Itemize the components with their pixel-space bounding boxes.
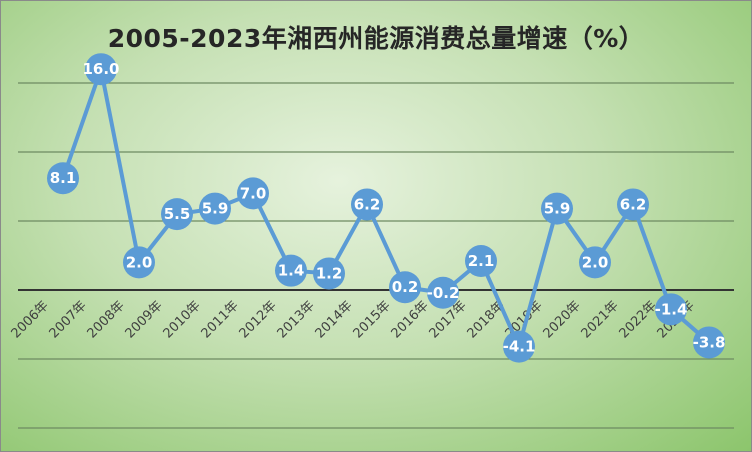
data-point [275, 254, 307, 287]
data-point [655, 293, 687, 326]
x-tick-label: 2016年 [389, 298, 432, 341]
data-point [389, 271, 421, 304]
data-label: 0.2 [392, 278, 419, 296]
data-label: -3.8 [693, 333, 726, 351]
data-label: 5.9 [544, 200, 571, 218]
x-tick-label: 2020年 [541, 298, 584, 341]
data-label: 6.2 [620, 195, 647, 213]
x-tick-label: 2011年 [199, 298, 242, 341]
data-point [351, 188, 383, 221]
x-tick-label: 2022年 [617, 298, 660, 341]
data-point [579, 246, 611, 279]
data-label: 5.9 [202, 200, 229, 218]
x-tick-label: 2007年 [47, 298, 90, 341]
x-tick-label: 2021年 [579, 298, 622, 341]
data-label: 2.0 [126, 253, 153, 271]
data-label: 8.1 [50, 169, 77, 187]
data-point [237, 177, 269, 210]
x-tick-label: 2015年 [351, 298, 394, 341]
x-tick-label: 2006年 [9, 298, 52, 341]
data-point [427, 276, 459, 309]
data-label: 6.2 [354, 195, 381, 213]
data-point [85, 53, 117, 86]
data-label: 5.5 [164, 205, 191, 223]
chart-title: 2005-2023年湘西州能源消费总量增速（%） [107, 24, 645, 53]
x-tick-label: 2012年 [237, 298, 280, 341]
x-tick-label: 2008年 [85, 298, 128, 341]
data-point [541, 192, 573, 225]
data-label: -4.1 [503, 338, 536, 356]
data-point [617, 188, 649, 221]
data-point [161, 198, 193, 231]
data-point [199, 192, 231, 225]
data-point [313, 257, 345, 290]
data-label: -0.2 [427, 284, 460, 302]
data-label: -1.4 [655, 300, 688, 318]
data-point [123, 246, 155, 279]
data-label: 2.0 [582, 253, 609, 271]
data-point [693, 326, 725, 359]
data-label: 2.1 [468, 252, 495, 270]
x-tick-label: 2010年 [161, 298, 204, 341]
data-point [47, 162, 79, 195]
data-point [465, 245, 497, 278]
x-tick-label: 2013年 [275, 298, 318, 341]
x-tick-label: 2014年 [313, 298, 356, 341]
x-tick-label: 2009年 [123, 298, 166, 341]
data-label: 7.0 [240, 184, 267, 202]
data-label: 1.2 [316, 264, 343, 282]
data-label: 16.0 [82, 60, 119, 78]
data-point [503, 330, 535, 363]
data-label: 1.4 [278, 262, 305, 280]
